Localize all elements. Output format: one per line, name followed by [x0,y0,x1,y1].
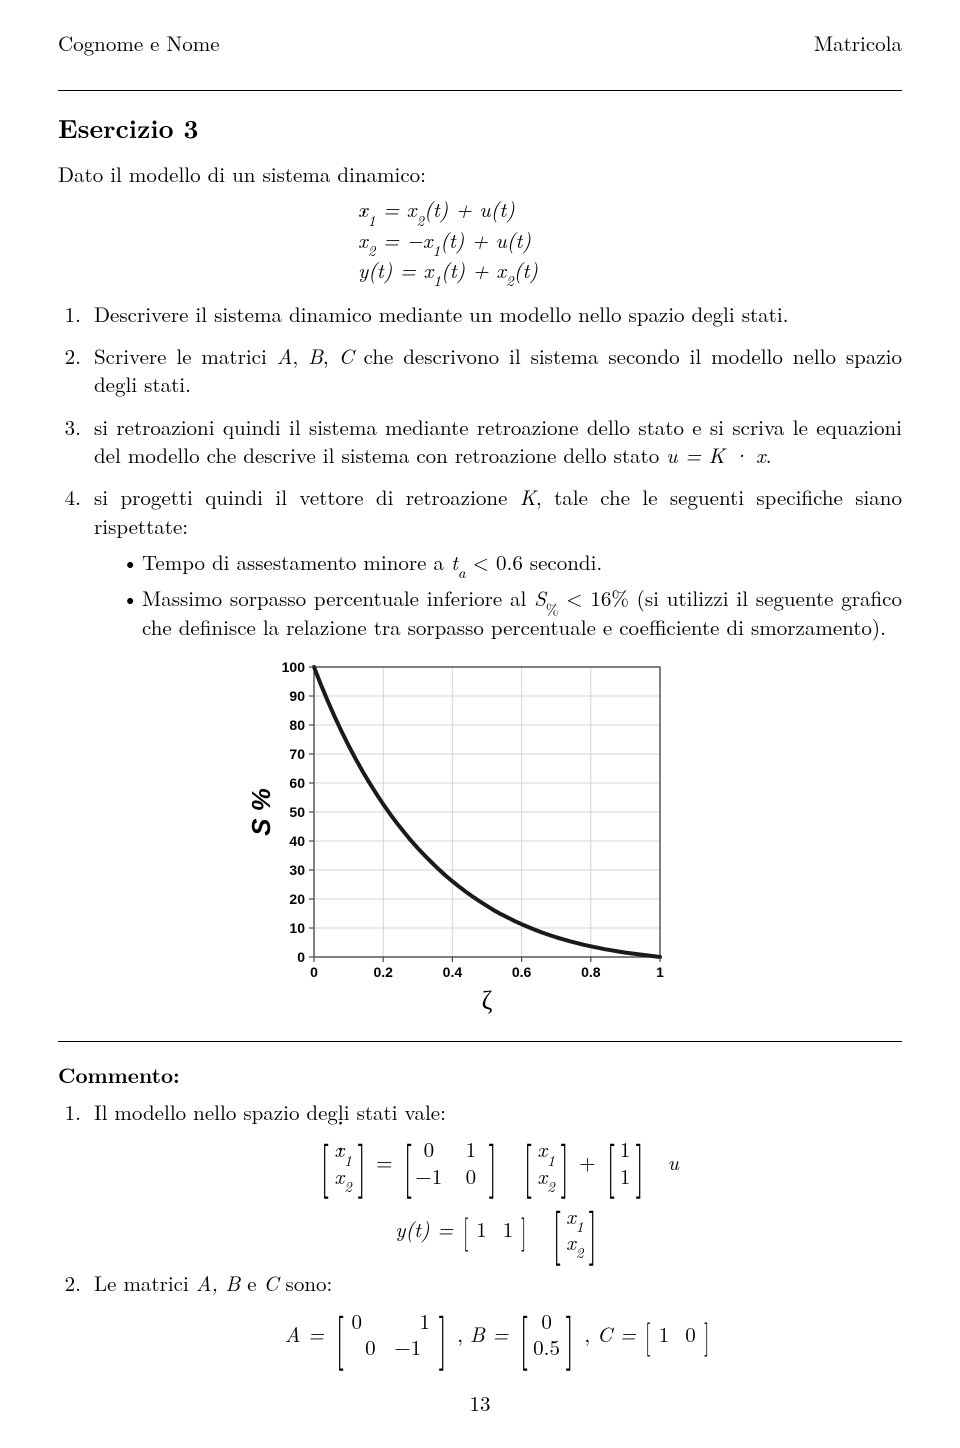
B-vector: [ 1 1 ] [603,1136,648,1189]
intro-text: Dato il modello di un sistema dinamico: [58,160,902,188]
svg-text:100: 100 [282,659,306,675]
svg-text:0.8: 0.8 [581,964,601,980]
B2-matrix: [ 0 0.5 ] [516,1308,577,1361]
output-eq: y(t) = [ 11 ] [ x1 x2 ] [94,1203,902,1256]
spec-bullets: Tempo di assestamento minore a ta < 0.6 … [94,548,902,641]
svg-text:0: 0 [310,964,318,980]
A2-matrix: [ 01 0−1 ] [332,1308,451,1361]
svg-text:S %: S % [250,788,276,836]
C2-matrix: [ 10 ] [643,1320,711,1349]
x-vector: [ x1 x2 ] [520,1136,572,1189]
svg-text:20: 20 [289,891,305,907]
header-right: Matricola [814,28,902,58]
state-space-eq: [ x1 x2 ] = [ 01 −10 ] [94,1136,902,1189]
x-vector-2: [ x1 x2 ] [549,1203,601,1256]
svg-text:ζ: ζ [482,986,493,1015]
task-4: si progetti quindi il vettore di retroaz… [88,483,902,641]
svg-text:80: 80 [289,717,305,733]
page: Cognome e Nome Matricola Esercizio 3 Dat… [0,0,960,1448]
commento-heading: Commento: [58,1060,902,1090]
svg-text:90: 90 [289,688,305,704]
bullet-2: Massimo sorpasso percentuale inferiore a… [122,584,902,641]
eq-line-1: ẋ x1 = x2(t) + u(t) [358,194,902,224]
top-rule [58,90,902,91]
abc-matrices: A = [ 01 0−1 ] , B = [ 0 0.5 [94,1308,902,1361]
svg-text:70: 70 [289,746,305,762]
xdot-vector: [ x1 x2 ] [317,1136,369,1189]
task-2: Scrivere le matrici A, B, C che descrivo… [88,342,902,399]
C-matrix-inline: [ 11 ] [461,1215,529,1244]
page-number: 13 [0,1388,960,1418]
comment-1: Il modello nello spazio degli stati vale… [88,1098,902,1255]
svg-text:1: 1 [656,964,664,980]
equation-block: ẋ x1 = x2(t) + u(t) x2 = −x1(t) + u(t) y… [58,194,902,285]
A-matrix: [ 01 −10 ] [400,1136,501,1189]
svg-text:0.6: 0.6 [512,964,532,980]
header-left: Cognome e Nome [58,28,220,58]
bullet-1: Tempo di assestamento minore a ta < 0.6 … [122,548,902,576]
svg-text:0.4: 0.4 [443,964,463,980]
svg-text:50: 50 [289,804,305,820]
task-3: si retroazioni quindi il sistema mediant… [88,413,902,470]
chart-svg: 00.20.40.60.810102030405060708090100ζS % [250,659,710,1019]
comment-2: Le matrici A, B e C sono: A = [ 01 0−1 ]… [88,1269,902,1360]
svg-text:0.2: 0.2 [373,964,393,980]
overshoot-chart: 00.20.40.60.810102030405060708090100ζS % [58,659,902,1019]
comment-list: Il modello nello spazio degli stati vale… [58,1098,902,1360]
task-list: Descrivere il sistema dinamico mediante … [58,300,902,641]
exercise-title: Esercizio 3 [58,109,902,146]
svg-text:30: 30 [289,862,305,878]
eq-line-2: x2 = −x1(t) + u(t) [358,225,902,255]
svg-text:40: 40 [289,833,305,849]
header: Cognome e Nome Matricola [58,28,902,58]
svg-text:60: 60 [289,775,305,791]
mid-rule [58,1041,902,1042]
svg-text:10: 10 [289,920,305,936]
svg-text:0: 0 [297,949,305,965]
task-1: Descrivere il sistema dinamico mediante … [88,300,902,328]
